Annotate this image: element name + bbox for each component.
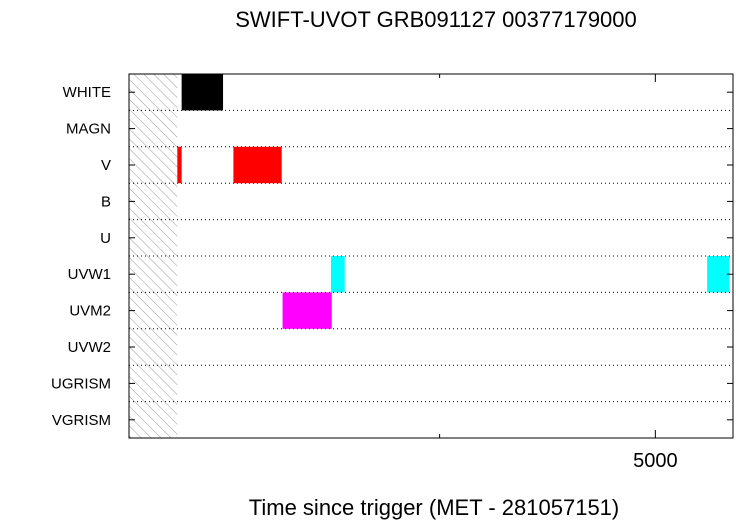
exposure-bar-uvw1 [707,256,730,293]
exposure-bar-white [181,74,224,111]
row-label-vgrism: VGRISM [52,412,111,429]
row-label-uvm2: UVM2 [69,303,111,320]
row-label-v: V [101,157,111,174]
row-label-b: B [101,193,111,210]
exposure-bar-uvw1 [330,256,345,293]
row-label-white: WHITE [63,84,111,101]
exposure-bar-uvm2 [282,292,332,329]
row-label-magn: MAGN [66,121,111,138]
x-axis-label: Time since trigger (MET - 281057151) [249,495,620,520]
row-label-ugrism: UGRISM [51,375,111,392]
row-label-u: U [100,230,111,247]
chart-title: SWIFT-UVOT GRB091127 00377179000 [235,7,637,32]
row-label-uvw2: UVW2 [68,339,111,356]
x-tick-label: 5000 [633,450,678,472]
plot-frame [128,73,734,439]
plot-area: WHITE MAGN V B U UVW1 UVM2 UVW2 UGRISM VGRISM 5000 [51,73,734,472]
exposure-bar-v [233,146,282,184]
row-label-uvw1: UVW1 [68,266,111,283]
exposure-bar-v [177,146,182,184]
